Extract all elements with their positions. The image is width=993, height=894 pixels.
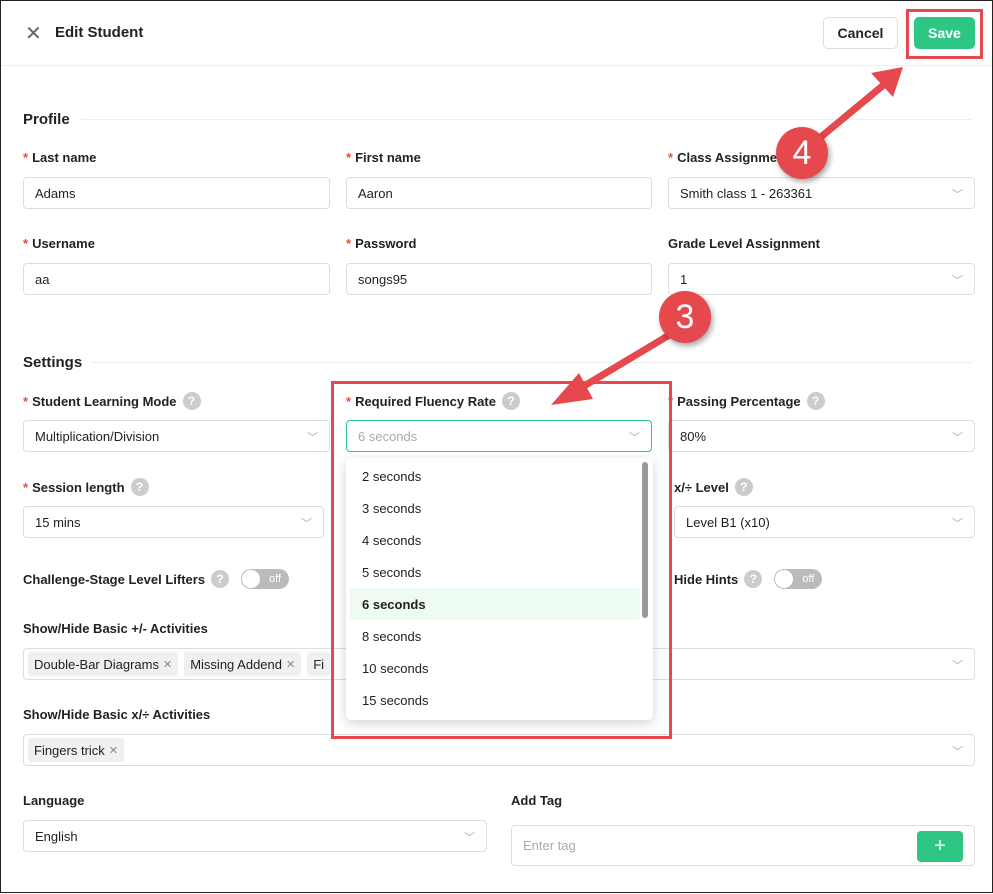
step-4-callout: 4 <box>776 127 828 179</box>
grade-level-label: Grade Level Assignment <box>668 236 820 251</box>
last-name-label: * Last name <box>23 150 97 165</box>
level-select[interactable]: Level B1 (x10) ﹀ <box>674 506 975 538</box>
arrow-3 <box>567 327 678 399</box>
grade-level-select[interactable]: 1 ﹀ <box>668 263 975 295</box>
session-length-label: * Session length? <box>23 478 149 496</box>
settings-heading: Settings <box>23 354 83 371</box>
option[interactable]: 2 seconds <box>362 468 422 484</box>
chevron-down-icon: ﹀ <box>952 275 963 287</box>
remove-icon[interactable]: ✕ <box>286 658 296 671</box>
tag-chip: Double-Bar Diagrams ✕ <box>28 652 179 676</box>
password-label: * Password <box>346 236 417 251</box>
tag-input[interactable]: Enter tag <box>511 825 975 866</box>
cancel-button[interactable]: Cancel <box>823 17 898 49</box>
option[interactable]: 10 seconds <box>362 660 429 676</box>
option[interactable]: 8 seconds <box>362 628 422 644</box>
save-button[interactable]: Save <box>914 17 975 49</box>
arrow-head <box>871 67 903 97</box>
help-icon[interactable]: ? <box>182 392 201 410</box>
highlight-box <box>331 381 672 739</box>
chevron-down-icon: ﹀ <box>952 518 963 530</box>
help-icon[interactable]: ? <box>744 570 763 588</box>
help-icon[interactable]: ? <box>734 478 753 496</box>
scrollbar[interactable] <box>642 462 648 618</box>
add-tag-label: Add Tag <box>511 793 563 808</box>
first-name-label: * First name <box>346 150 421 165</box>
tag-chip: Fi <box>307 652 331 676</box>
highlight-box <box>906 9 983 59</box>
level-lifters-toggle[interactable]: off <box>241 569 290 589</box>
option[interactable]: 3 seconds <box>362 500 422 516</box>
divider <box>91 362 972 363</box>
arrow-4 <box>813 80 889 144</box>
level-label: x/÷ Level? <box>674 478 753 496</box>
chevron-down-icon: ﹀ <box>952 746 963 758</box>
option[interactable]: 15 seconds <box>362 692 429 708</box>
class-assignment-label: * Class Assignment <box>668 150 790 165</box>
hide-hints-label: Hide Hints? off <box>674 569 823 589</box>
first-name-input[interactable]: Aaron <box>346 177 652 209</box>
chevron-down-icon: ﹀ <box>629 432 640 444</box>
language-label: Language <box>23 793 85 808</box>
fluency-rate-dropdown: 2 seconds 3 seconds 4 seconds 5 seconds … <box>346 458 653 720</box>
profile-heading: Profile <box>23 111 70 128</box>
option-selected[interactable]: 6 seconds <box>350 588 640 620</box>
fluency-rate-label: * Required Fluency Rate? <box>346 392 520 410</box>
chevron-down-icon: ﹀ <box>464 832 475 844</box>
session-length-select[interactable]: 15 mins ﹀ <box>23 506 324 538</box>
close-icon[interactable]: ✕ <box>25 23 42 45</box>
page-title: Edit Student <box>55 24 144 41</box>
chevron-down-icon: ﹀ <box>307 432 318 444</box>
language-select[interactable]: English ﹀ <box>23 820 487 852</box>
basic-add-label: Show/Hide Basic +/- Activities <box>23 621 208 636</box>
tag-chip: Missing Addend ✕ <box>184 652 302 676</box>
add-tag-button[interactable]: + <box>917 831 963 862</box>
chevron-down-icon: ﹀ <box>952 432 963 444</box>
level-lifters-label: Challenge-Stage Level Lifters? off <box>23 569 290 589</box>
fluency-rate-select[interactable]: 6 seconds ﹀ <box>346 420 652 452</box>
hide-hints-toggle[interactable]: off <box>774 569 823 589</box>
help-icon[interactable]: ? <box>501 392 520 410</box>
remove-icon[interactable]: ✕ <box>108 744 119 757</box>
chevron-down-icon: ﹀ <box>952 189 963 201</box>
help-icon[interactable]: ? <box>130 478 149 496</box>
option[interactable]: 4 seconds <box>362 532 422 548</box>
help-icon[interactable]: ? <box>211 570 230 588</box>
class-assignment-select[interactable]: Smith class 1 - 263361 ﹀ <box>668 177 975 209</box>
plus-icon: + <box>934 835 946 857</box>
remove-icon[interactable]: ✕ <box>163 658 173 671</box>
option[interactable]: 5 seconds <box>362 564 422 580</box>
divider <box>81 119 972 120</box>
password-input[interactable]: songs95 <box>346 263 652 295</box>
username-label: * Username <box>23 236 95 251</box>
basic-mult-multiselect[interactable]: Fingers trick ✕ ﹀ <box>23 734 975 766</box>
learning-mode-select[interactable]: Multiplication/Division ﹀ <box>23 420 330 452</box>
chevron-down-icon: ﹀ <box>952 660 963 672</box>
help-icon[interactable]: ? <box>806 392 825 410</box>
learning-mode-label: * Student Learning Mode? <box>23 392 201 410</box>
passing-percentage-select[interactable]: 80% ﹀ <box>668 420 975 452</box>
username-input[interactable]: aa <box>23 263 330 295</box>
arrow-head <box>551 373 593 405</box>
step-3-callout: 3 <box>659 291 711 343</box>
header-divider <box>1 65 992 66</box>
chevron-down-icon: ﹀ <box>301 518 312 530</box>
last-name-input[interactable]: Adams <box>23 177 330 209</box>
tag-chip: Fingers trick ✕ <box>28 738 125 762</box>
basic-mult-label: Show/Hide Basic x/÷ Activities <box>23 707 211 722</box>
